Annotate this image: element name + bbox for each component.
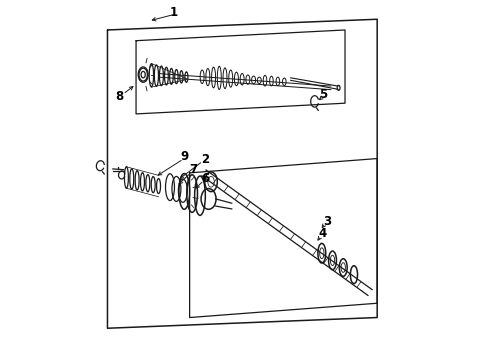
Text: 2: 2 [201,153,209,166]
Text: 3: 3 [323,215,331,228]
Text: 8: 8 [115,90,123,103]
Text: 7: 7 [189,163,197,176]
Text: 5: 5 [319,89,327,102]
Text: 4: 4 [319,227,327,240]
Text: 1: 1 [170,6,177,19]
Text: 9: 9 [180,150,188,163]
Text: 6: 6 [201,172,210,185]
